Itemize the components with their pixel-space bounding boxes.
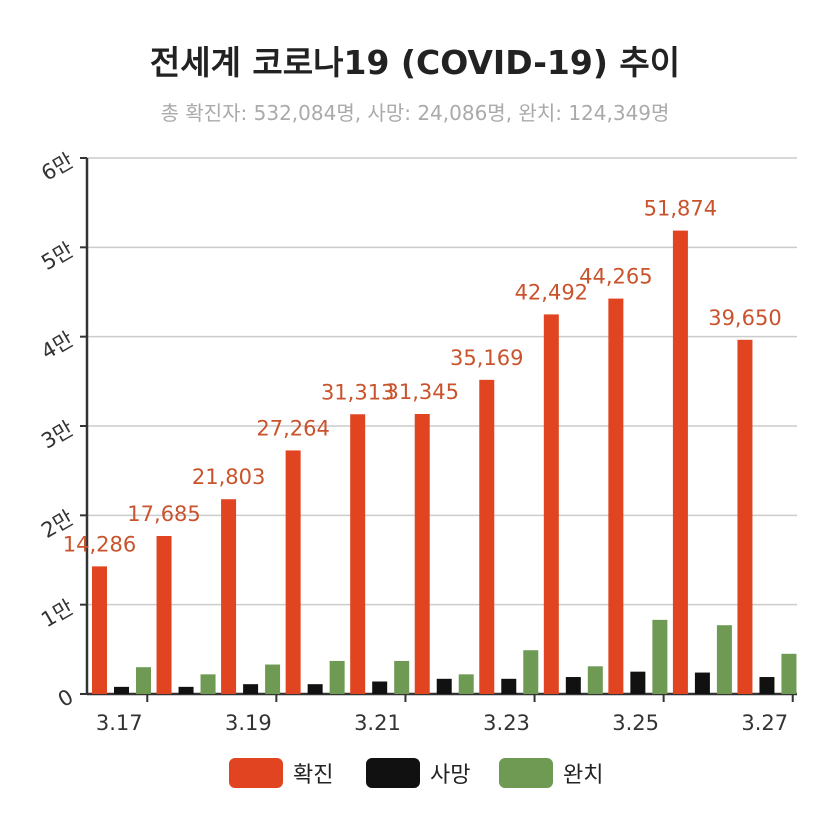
bar-recovered — [136, 667, 151, 694]
bar-recovered — [781, 653, 797, 694]
bar-deaths — [501, 678, 517, 694]
y-tick-label: 6만 — [37, 148, 77, 185]
bar-recovered — [329, 660, 345, 694]
data-label: 17,685 — [127, 502, 200, 526]
chart-title: 전세계 코로나19 (COVID-19) 추이 — [149, 43, 681, 82]
bar-deaths — [694, 672, 710, 694]
data-label: 31,313 — [321, 380, 394, 404]
bar-confirmed — [285, 450, 301, 694]
bar-recovered — [394, 660, 410, 694]
bar-deaths — [565, 677, 581, 694]
y-tick-label: 3만 — [37, 416, 77, 453]
bar-recovered — [587, 666, 603, 694]
data-label: 21,803 — [192, 465, 265, 489]
x-tick-label: 3.21 — [354, 711, 401, 735]
bar-recovered — [652, 619, 668, 694]
bar-recovered — [200, 674, 216, 694]
legend-recovered-swatch — [499, 758, 553, 788]
data-label: 44,265 — [579, 265, 652, 289]
legend-recovered-label: 완치 — [563, 763, 603, 788]
x-tick-label: 3.23 — [483, 711, 530, 735]
x-tick-label: 3.27 — [741, 711, 788, 735]
bar-deaths — [436, 678, 452, 694]
bar-confirmed — [543, 314, 559, 694]
data-label: 31,345 — [385, 380, 458, 404]
y-tick-label: 4만 — [37, 327, 77, 364]
bar-recovered — [523, 650, 539, 694]
data-label: 42,492 — [515, 280, 588, 304]
y-tick-label: 0 — [54, 684, 78, 711]
bar-deaths — [372, 681, 388, 694]
bar-confirmed — [350, 414, 366, 694]
bar-recovered — [265, 664, 281, 694]
bar-deaths — [114, 686, 129, 694]
legend-confirmed-swatch — [229, 758, 283, 788]
bar-confirmed — [156, 536, 172, 694]
x-tick-label: 3.25 — [612, 711, 659, 735]
bar-recovered — [458, 674, 474, 694]
data-label: 35,169 — [450, 346, 523, 370]
bar-confirmed — [737, 339, 753, 694]
x-tick-label: 3.19 — [225, 711, 272, 735]
legend-deaths-label: 사망 — [430, 763, 470, 788]
data-label: 27,264 — [256, 416, 329, 440]
data-label: 14,286 — [63, 532, 136, 556]
data-label: 39,650 — [708, 306, 781, 330]
bar-deaths — [243, 684, 259, 694]
bar-deaths — [178, 686, 194, 694]
bar-confirmed — [479, 379, 495, 694]
bar-recovered — [716, 625, 732, 694]
data-label: 51,874 — [644, 197, 717, 221]
bar-deaths — [630, 671, 646, 694]
bar-confirmed — [672, 230, 688, 694]
bar-confirmed — [414, 413, 430, 694]
chart-subtitle: 총 확진자: 532,084명, 사망: 24,086명, 완치: 124,34… — [160, 101, 670, 125]
bar-confirmed — [608, 298, 624, 694]
bar-confirmed — [221, 499, 237, 694]
legend-confirmed-label: 확진 — [293, 763, 333, 788]
x-tick-label: 3.17 — [96, 711, 143, 735]
bar-confirmed — [92, 566, 107, 694]
y-tick-label: 5만 — [37, 238, 77, 275]
bar-deaths — [759, 677, 775, 694]
legend-deaths-swatch — [366, 758, 420, 788]
bar-deaths — [307, 684, 323, 694]
y-tick-label: 1만 — [37, 595, 77, 632]
